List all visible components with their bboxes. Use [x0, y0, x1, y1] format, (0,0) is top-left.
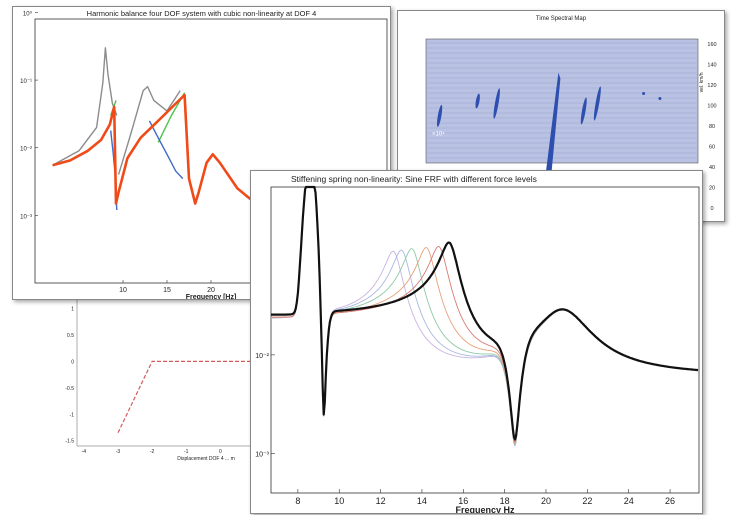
x-tick-label: 20 [207, 287, 215, 294]
x-tick-label: 0 [219, 449, 222, 455]
spectral-blob-6 [642, 92, 646, 96]
x-tick-label: -1 [184, 449, 189, 455]
x-tick-label: -2 [150, 449, 155, 455]
x-tick-label: 8 [295, 496, 300, 506]
y-tick-label: -0.5 [65, 386, 74, 392]
spectral-map-panel: Time Spectral Map ×10⁴ 160 140 120 100 80 60 40… [397, 10, 725, 222]
spectral-blob-3 [544, 72, 561, 185]
spectral-blob-2 [493, 88, 500, 119]
y-tick-label: 0 [71, 359, 74, 365]
sine-frf-chart: 8 10 12 14 16 18 20 22 24 26 10⁻² 10⁻³ Frequency Hz [255, 185, 700, 513]
spectral-colorbar-label: vel. km/h [699, 72, 705, 92]
y-tick-label: 10⁻³ [255, 452, 269, 459]
y-tick-label: 0.5 [67, 333, 74, 339]
spectral-y-tick-label: 60 [709, 145, 715, 151]
harmonic-balance-title: Harmonic balance four DOF system with cu… [86, 9, 317, 18]
spectral-blob-4 [580, 97, 587, 125]
spectral-y-tick-label: 160 [707, 42, 716, 48]
series-line-5 [148, 120, 184, 180]
spectral-blob-5 [593, 86, 601, 121]
x-axis-label: Frequency [Hz] [186, 294, 237, 299]
y-tick-label: 10⁻³ [20, 214, 32, 220]
spectral-y-tick-label: 100 [707, 104, 716, 110]
x-tick-label: 20 [541, 496, 551, 506]
harmonic-balance-panel: Harmonic balance four DOF system with cu… [12, 6, 391, 300]
plot-area [76, 297, 276, 447]
displacement-line [117, 360, 275, 434]
x-tick-label: -4 [82, 449, 87, 455]
x-tick-label: 24 [624, 496, 634, 506]
x-axis-label: Displacement DOF 4 ... m [177, 456, 235, 462]
spectral-y-tick-label: 120 [707, 83, 716, 89]
spectral-y-tick-label: 20 [709, 186, 715, 192]
spectral-blob-1 [475, 93, 480, 109]
x-tick-label: 14 [417, 496, 427, 506]
plot-area [270, 186, 700, 494]
x-tick-label: 10 [119, 287, 127, 294]
series-line-0 [52, 47, 118, 166]
x-tick-label: 10 [334, 496, 344, 506]
spectral-area [425, 38, 699, 164]
displacement-plot: 10.50-0.5-1-1.5-4-3-2-101Displacement DO… [65, 297, 276, 462]
spectral-annotation: ×10⁴ [432, 131, 445, 138]
x-tick-label: -3 [116, 449, 121, 455]
y-tick-label: 1 [71, 307, 74, 313]
y-tick-label: 10⁻² [20, 147, 32, 153]
x-tick-label: 16 [458, 496, 468, 506]
sine-frf-title: Stiffening spring non-linearity: Sine FR… [291, 174, 537, 184]
x-tick-label: 15 [163, 287, 171, 294]
x-tick-label: 12 [376, 496, 386, 506]
spectral-y-tick-label: 0 [710, 206, 713, 212]
y-tick-label: 10⁻² [255, 353, 269, 360]
spectral-map-title: Time Spectral Map [535, 16, 587, 22]
spectral-blob-7 [658, 97, 662, 101]
spectral-y-tick-label: 140 [707, 63, 716, 69]
frf-series-line-5 [270, 185, 699, 441]
spectral-map: ×10⁴ 160 140 120 100 80 60 40 20 0 vel. km/h [425, 38, 717, 212]
spectral-y-tick-label: 40 [709, 165, 715, 171]
x-axis-label: Frequency Hz [455, 505, 515, 513]
y-tick-label: 10⁻¹ [20, 79, 32, 85]
spectral-y-tick-label: 80 [709, 124, 715, 130]
y-tick-label: 10⁰ [23, 10, 33, 17]
spectral-blob-0 [436, 104, 443, 127]
x-tick-label: 22 [582, 496, 592, 506]
x-tick-label: 18 [500, 496, 510, 506]
x-tick-label: 26 [665, 496, 675, 506]
y-tick-label: -1 [70, 412, 75, 418]
sine-frf-panel: Stiffening spring non-linearity: Sine FR… [250, 170, 703, 514]
y-tick-label: -1.5 [65, 439, 74, 445]
displacement-plot-panel: 10.50-0.5-1-1.5-4-3-2-101Displacement DO… [55, 292, 280, 462]
